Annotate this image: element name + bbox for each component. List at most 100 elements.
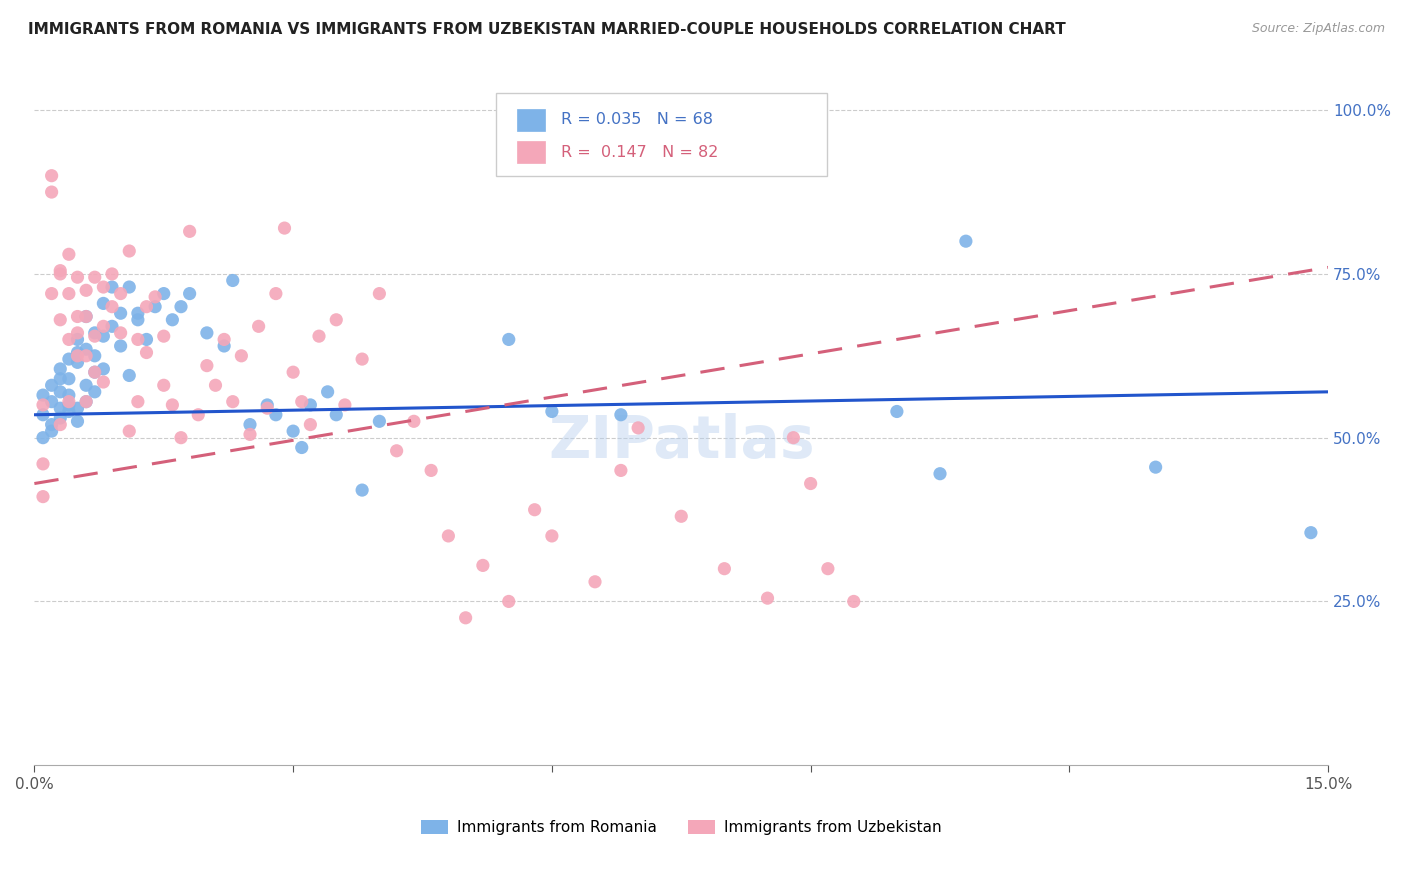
Point: [498, 333, 520, 347]
Point: [93, 296, 115, 310]
Point: [58, 286, 80, 301]
Point: [110, 326, 132, 340]
Point: [58, 372, 80, 386]
Point: [135, 333, 157, 347]
Point: [368, 414, 391, 428]
Point: [281, 365, 304, 379]
Point: [83, 349, 105, 363]
Point: [83, 365, 105, 379]
Point: [842, 594, 865, 608]
Point: [58, 394, 80, 409]
Point: [222, 273, 245, 287]
Point: [75, 394, 97, 409]
Point: [49, 372, 72, 386]
Point: [955, 234, 977, 248]
Point: [152, 286, 174, 301]
Point: [93, 375, 115, 389]
Point: [402, 414, 425, 428]
Point: [118, 244, 141, 258]
Point: [800, 476, 823, 491]
Point: [247, 319, 270, 334]
Point: [75, 349, 97, 363]
Point: [152, 329, 174, 343]
Point: [333, 398, 356, 412]
Point: [75, 378, 97, 392]
Point: [135, 345, 157, 359]
Bar: [517, 109, 546, 130]
Point: [420, 463, 443, 477]
Point: [118, 280, 141, 294]
Point: [93, 319, 115, 334]
Point: [627, 421, 650, 435]
Point: [1144, 460, 1167, 475]
Point: [66, 345, 89, 359]
Point: [264, 408, 287, 422]
Point: [49, 263, 72, 277]
Point: [66, 333, 89, 347]
Point: [32, 388, 55, 402]
Point: [204, 378, 226, 392]
Point: [83, 326, 105, 340]
Point: [93, 362, 115, 376]
Point: [83, 384, 105, 399]
Point: [127, 306, 149, 320]
Bar: [517, 141, 546, 163]
Point: [58, 398, 80, 412]
Point: [195, 326, 218, 340]
Point: [170, 431, 193, 445]
Point: [671, 509, 693, 524]
Point: [256, 401, 278, 416]
Point: [49, 411, 72, 425]
Point: [75, 394, 97, 409]
Legend: Immigrants from Romania, Immigrants from Uzbekistan: Immigrants from Romania, Immigrants from…: [415, 814, 948, 841]
Point: [610, 408, 633, 422]
Point: [299, 398, 322, 412]
Point: [110, 286, 132, 301]
Point: [66, 310, 89, 324]
Point: [32, 490, 55, 504]
Point: [273, 221, 295, 235]
Point: [66, 270, 89, 285]
Point: [58, 333, 80, 347]
Point: [110, 306, 132, 320]
Point: [41, 185, 63, 199]
Point: [299, 417, 322, 432]
Point: [454, 611, 477, 625]
Point: [756, 591, 779, 606]
Point: [32, 398, 55, 412]
Point: [817, 562, 839, 576]
Point: [127, 394, 149, 409]
Point: [101, 300, 124, 314]
Point: [610, 463, 633, 477]
Point: [41, 424, 63, 438]
Point: [49, 362, 72, 376]
Point: [541, 404, 564, 418]
Point: [41, 169, 63, 183]
Point: [239, 417, 262, 432]
Point: [66, 401, 89, 416]
Point: [523, 502, 546, 516]
Text: R = 0.035   N = 68: R = 0.035 N = 68: [561, 112, 713, 127]
Point: [127, 313, 149, 327]
Point: [49, 267, 72, 281]
Point: [162, 398, 184, 412]
Text: IMMIGRANTS FROM ROMANIA VS IMMIGRANTS FROM UZBEKISTAN MARRIED-COUPLE HOUSEHOLDS : IMMIGRANTS FROM ROMANIA VS IMMIGRANTS FR…: [28, 22, 1066, 37]
Point: [58, 388, 80, 402]
Point: [49, 417, 72, 432]
Point: [179, 224, 201, 238]
Point: [66, 414, 89, 428]
Point: [437, 529, 460, 543]
Point: [368, 286, 391, 301]
Point: [75, 283, 97, 297]
Point: [583, 574, 606, 589]
Point: [385, 443, 408, 458]
Point: [49, 401, 72, 416]
Point: [179, 286, 201, 301]
Point: [41, 394, 63, 409]
Point: [541, 529, 564, 543]
Point: [316, 384, 339, 399]
Point: [66, 355, 89, 369]
Point: [118, 368, 141, 383]
Point: [49, 313, 72, 327]
Point: [58, 404, 80, 418]
